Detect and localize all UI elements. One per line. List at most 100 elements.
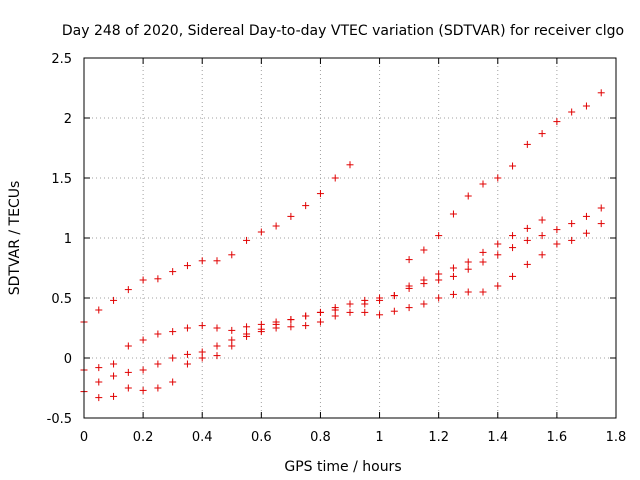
y-tick-label: 1.5 (51, 172, 72, 187)
grid-lines (84, 58, 616, 418)
data-point (494, 174, 502, 182)
data-point (449, 272, 457, 280)
data-point (183, 360, 191, 368)
data-point (183, 262, 191, 270)
data-point (110, 360, 118, 368)
data-point (331, 174, 339, 182)
data-point (435, 232, 443, 240)
data-point (597, 89, 605, 97)
data-point (243, 332, 251, 340)
data-point (257, 328, 265, 336)
data-point (597, 204, 605, 212)
data-point (494, 282, 502, 290)
data-point (390, 292, 398, 300)
data-point (124, 286, 132, 294)
data-point (405, 304, 413, 312)
data-point (361, 308, 369, 316)
data-point (302, 322, 310, 330)
data-point (435, 294, 443, 302)
y-tick-label: 2.5 (51, 52, 72, 67)
data-point (553, 240, 561, 248)
data-point (154, 360, 162, 368)
data-point (582, 229, 590, 237)
x-tick-label: 0.6 (251, 430, 272, 445)
chart-title: Day 248 of 2020, Sidereal Day-to-day VTE… (62, 23, 624, 39)
data-point (479, 248, 487, 256)
data-point (509, 162, 517, 170)
axis-ticks: 0 0.2 0.4 0.6 0.8 1 1.2 1.4 1.6 1.8 -0.5 0 0.5 1 1.5 2 2… (47, 52, 627, 445)
data-point (110, 296, 118, 304)
data-point (553, 118, 561, 126)
data-point (420, 246, 428, 254)
data-point (169, 378, 177, 386)
data-point (95, 364, 103, 372)
data-points (80, 89, 605, 402)
data-point (139, 386, 147, 394)
x-tick-label: 0 (80, 430, 88, 445)
data-point (390, 307, 398, 315)
data-point (538, 232, 546, 240)
data-point (95, 394, 103, 402)
data-point (376, 296, 384, 304)
data-point (228, 336, 236, 344)
data-point (183, 324, 191, 332)
data-point (169, 328, 177, 336)
x-tick-label: 1.2 (428, 430, 449, 445)
data-point (316, 318, 324, 326)
data-point (139, 276, 147, 284)
x-tick-label: 1.8 (606, 430, 627, 445)
data-point (124, 342, 132, 350)
data-point (169, 268, 177, 276)
data-point (316, 308, 324, 316)
x-tick-label: 1.4 (487, 430, 508, 445)
data-point (213, 352, 221, 360)
data-point (302, 312, 310, 320)
data-point (331, 312, 339, 320)
data-point (287, 316, 295, 324)
data-point (243, 236, 251, 244)
data-point (464, 192, 472, 200)
data-point (582, 102, 590, 110)
data-point (479, 288, 487, 296)
data-point (213, 257, 221, 265)
data-point (538, 251, 546, 259)
data-point (198, 322, 206, 330)
data-point (405, 282, 413, 290)
data-point (376, 311, 384, 319)
data-point (95, 378, 103, 386)
x-tick-label: 0.4 (192, 430, 213, 445)
data-point (183, 350, 191, 358)
data-point (331, 304, 339, 312)
y-tick-label: 0 (64, 352, 72, 367)
data-point (568, 220, 576, 228)
data-point (287, 323, 295, 331)
data-point (198, 257, 206, 265)
data-point (213, 342, 221, 350)
data-point (198, 354, 206, 362)
data-point (449, 264, 457, 272)
data-point (228, 342, 236, 350)
y-axis-label: SDTVAR / TECUs (7, 181, 23, 296)
data-point (287, 212, 295, 220)
data-point (597, 220, 605, 228)
data-point (538, 216, 546, 224)
data-point (124, 384, 132, 392)
data-point (139, 366, 147, 374)
data-point (154, 275, 162, 283)
data-point (361, 300, 369, 308)
data-point (346, 308, 354, 316)
data-point (169, 354, 177, 362)
data-point (346, 161, 354, 169)
data-point (272, 222, 280, 230)
data-point (272, 318, 280, 326)
data-point (538, 130, 546, 138)
data-point (228, 251, 236, 259)
data-point (464, 288, 472, 296)
plot-frame (83, 57, 617, 419)
data-point (523, 236, 531, 244)
x-tick-label: 1 (375, 430, 383, 445)
data-point (405, 256, 413, 264)
data-point (568, 236, 576, 244)
data-point (582, 212, 590, 220)
data-point (479, 180, 487, 188)
